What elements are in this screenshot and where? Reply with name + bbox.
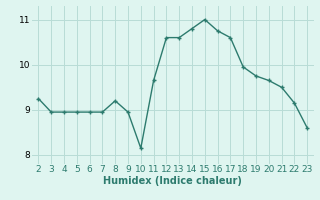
X-axis label: Humidex (Indice chaleur): Humidex (Indice chaleur) xyxy=(103,176,242,186)
